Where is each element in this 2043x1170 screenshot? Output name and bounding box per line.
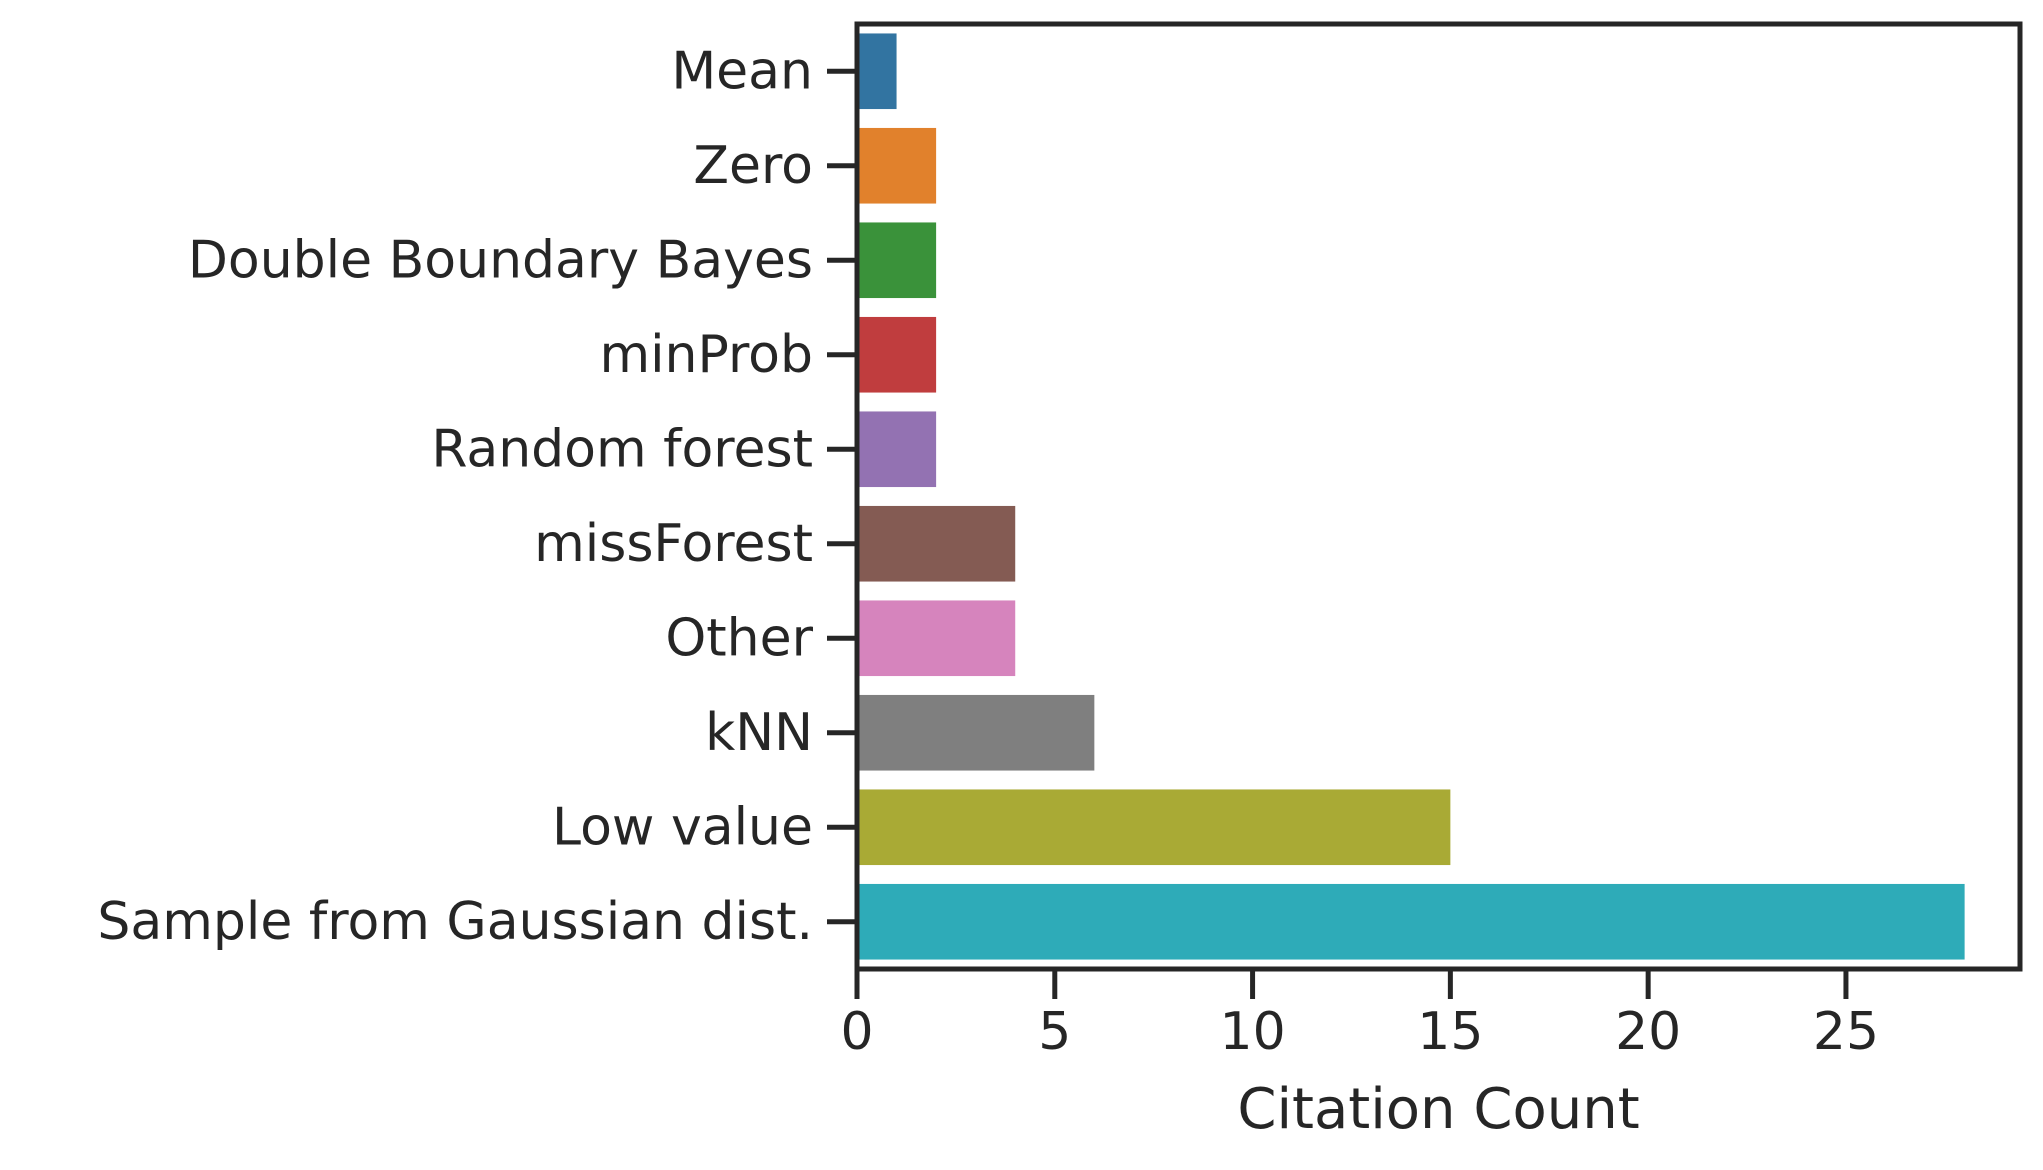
y-tick-label: Low value bbox=[552, 797, 813, 857]
y-tick-label: kNN bbox=[705, 703, 813, 763]
bar-zero bbox=[857, 127, 937, 204]
x-axis: 0 5 10 15 20 25 bbox=[840, 969, 1879, 1062]
y-tick-label: missForest bbox=[534, 514, 813, 574]
bar-minprob bbox=[857, 316, 937, 393]
bar-missforest bbox=[857, 505, 1016, 582]
bar-sample-from-gaussian-dist bbox=[857, 883, 1965, 960]
bar-mean bbox=[857, 33, 897, 110]
x-tick-label: 0 bbox=[840, 1002, 873, 1062]
bar-low-value bbox=[857, 789, 1451, 866]
x-tick-label: 15 bbox=[1417, 1002, 1483, 1062]
y-tick-label: Sample from Gaussian dist. bbox=[97, 892, 813, 952]
plot-frame bbox=[854, 21, 2023, 972]
y-tick-label: minProb bbox=[599, 325, 813, 385]
y-axis: Mean Zero Double Boundary Bayes minProb Rand… bbox=[97, 41, 857, 952]
y-tick-label: Random forest bbox=[431, 419, 813, 479]
x-tick-label: 20 bbox=[1615, 1002, 1681, 1062]
y-tick-label: Mean bbox=[671, 41, 813, 101]
x-tick-label: 25 bbox=[1813, 1002, 1879, 1062]
y-tick-label: Zero bbox=[693, 136, 813, 196]
x-tick-label: 5 bbox=[1038, 1002, 1071, 1062]
y-tick-label: Other bbox=[665, 608, 813, 668]
y-tick-label: Double Boundary Bayes bbox=[188, 230, 813, 290]
bar-knn bbox=[857, 694, 1095, 771]
bar-double-boundary-bayes bbox=[857, 222, 937, 299]
bar-other bbox=[857, 600, 1016, 677]
bars-layer bbox=[857, 33, 1965, 960]
x-tick-label: 10 bbox=[1219, 1002, 1285, 1062]
x-axis-label: Citation Count bbox=[1237, 1077, 1639, 1142]
bar-random-forest bbox=[857, 411, 937, 488]
